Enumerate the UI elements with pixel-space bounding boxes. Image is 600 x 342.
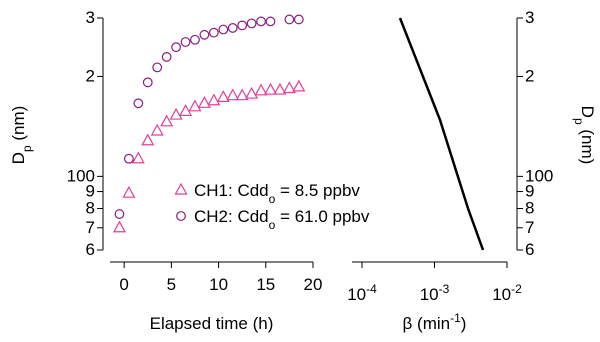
- x-axis-label-after: ): [461, 314, 467, 333]
- y-tick-label: 7: [86, 218, 95, 237]
- y-tick-label: 6: [86, 240, 95, 259]
- legend-label: CH2: Cddo = 61.0 ppbv: [194, 207, 370, 232]
- y-axis-label-main: D: [9, 152, 28, 164]
- x-tick-label: 10-4: [347, 282, 377, 304]
- triangle-marker: [169, 107, 183, 120]
- circle-marker: [284, 14, 295, 25]
- triangle-marker: [122, 185, 136, 198]
- x-tick-base: 10: [492, 285, 511, 304]
- triangle-marker: [216, 90, 230, 102]
- circle-marker: [256, 16, 266, 27]
- circle-marker: [142, 77, 153, 88]
- triangle-marker: [188, 99, 202, 112]
- triangle-marker: [282, 81, 296, 94]
- x-tick-label: 15: [256, 275, 275, 294]
- circle-marker: [293, 14, 304, 25]
- triangle-marker: [273, 82, 287, 95]
- x-axis-label: β (min-1): [403, 311, 467, 333]
- legend-label-sub: o: [269, 218, 276, 232]
- x-axis-label: Elapsed time (h): [150, 314, 274, 333]
- x-tick-base: 10: [347, 285, 366, 304]
- triangle-marker: [150, 123, 164, 136]
- triangle-marker: [207, 93, 221, 106]
- x-tick-label: 10-2: [492, 282, 522, 304]
- triangle-marker: [292, 79, 306, 92]
- circle-marker: [265, 16, 276, 27]
- circle-marker: [208, 27, 219, 38]
- x-tick-exp: -3: [439, 282, 450, 296]
- legend-label-sub: o: [269, 192, 276, 206]
- circle-marker: [190, 34, 200, 45]
- legend-label-main: CH1: Cdd: [194, 181, 269, 200]
- legend-circle: [176, 211, 186, 221]
- triangle-marker: [254, 83, 268, 96]
- triangle-marker: [245, 86, 259, 99]
- circle-marker: [199, 29, 210, 40]
- triangle-marker: [179, 104, 193, 116]
- y-axis-label: Dp (nm): [572, 106, 597, 165]
- y-tick-label: 8: [525, 199, 534, 218]
- legend-triangle: [174, 182, 188, 195]
- y-axis-label-sub: p: [572, 118, 586, 125]
- circle-marker: [161, 52, 172, 62]
- circle-marker: [114, 209, 125, 219]
- triangle-marker: [160, 114, 174, 127]
- triangle-marker: [226, 88, 240, 101]
- circle-marker: [227, 23, 238, 33]
- triangle-marker: [141, 133, 155, 146]
- x-axis-label-main: β (min: [403, 314, 451, 333]
- legend-label-after: = 8.5 ppbv: [275, 181, 360, 200]
- y-tick-label: 2: [525, 66, 534, 85]
- x-axis-label-sup: -1: [450, 311, 461, 325]
- y-axis-label-after: (nm): [578, 125, 597, 165]
- legend-label-after: = 61.0 ppbv: [275, 207, 370, 226]
- y-tick-label: 100: [525, 166, 553, 185]
- legend-label: CH1: Cddo = 8.5 ppbv: [194, 181, 360, 206]
- y-tick-label: 100: [67, 166, 95, 185]
- y-axis-label: Dp (nm): [9, 106, 34, 165]
- x-tick-exp: -4: [366, 282, 377, 296]
- line: [398, 17, 485, 251]
- x-tick-label: 5: [167, 275, 176, 294]
- circle-marker: [246, 18, 257, 29]
- triangle-marker: [235, 88, 249, 101]
- x-tick-label: 10: [209, 275, 228, 294]
- triangle-marker: [263, 82, 278, 95]
- circle-marker: [180, 37, 191, 47]
- x-tick-base: 10: [420, 285, 439, 304]
- circle-marker: [237, 20, 248, 31]
- y-tick-label: 3: [86, 8, 95, 27]
- x-tick-label: 20: [304, 275, 323, 294]
- y-tick-label: 9: [525, 182, 534, 201]
- y-tick-label: 3: [525, 8, 534, 27]
- y-tick-label: 8: [86, 199, 95, 218]
- circle-marker: [218, 24, 229, 35]
- x-tick-label: 10-3: [420, 282, 450, 304]
- y-tick-label: 7: [525, 218, 534, 237]
- x-tick-exp: -2: [511, 282, 522, 296]
- circle-marker: [152, 62, 163, 73]
- circle-marker: [133, 98, 144, 109]
- circle-marker: [123, 153, 134, 164]
- circle-marker: [171, 42, 181, 53]
- triangle-marker: [112, 220, 126, 233]
- y-tick-label: 9: [86, 182, 95, 201]
- x-tick-label: 0: [119, 275, 128, 294]
- y-axis-label-after: (nm): [9, 106, 28, 146]
- y-axis-label-main: D: [578, 106, 597, 118]
- triangle-marker: [197, 96, 211, 108]
- y-tick-label: 6: [525, 240, 534, 259]
- legend-label-main: CH2: Cdd: [194, 207, 269, 226]
- triangle-marker: [131, 151, 145, 164]
- y-tick-label: 2: [86, 66, 95, 85]
- y-axis-label-sub: p: [20, 145, 34, 152]
